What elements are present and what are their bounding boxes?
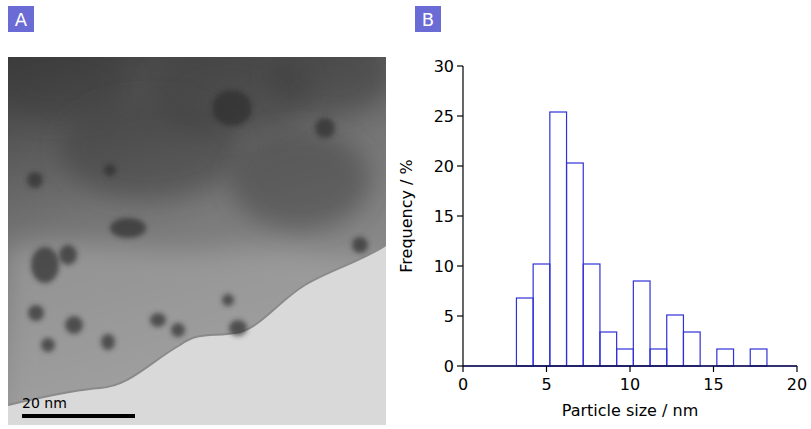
panel-label-box [415, 6, 441, 32]
panel-label: B [422, 9, 434, 30]
nanoparticle [27, 172, 43, 188]
x-tick-label: 10 [620, 375, 640, 394]
shade [60, 100, 240, 200]
hist-bar [617, 349, 634, 366]
vacuum [8, 245, 386, 425]
x-tick [713, 366, 714, 372]
y-tick [457, 315, 463, 316]
nanoparticle [229, 320, 247, 336]
x-tick-label: 15 [703, 375, 723, 394]
hist-bar [516, 298, 533, 366]
nanoparticle [41, 338, 55, 352]
hist-bar [750, 349, 767, 366]
hist-bar [550, 112, 567, 366]
y-tick [457, 365, 463, 366]
nanoparticle [65, 316, 83, 334]
y-tick-label: 25 [434, 107, 454, 126]
nanoparticle [222, 294, 234, 306]
nanoparticle [150, 313, 166, 327]
y-tick-label: 15 [434, 207, 454, 226]
y-tick-label: 10 [434, 257, 454, 276]
y-tick-label: 5 [444, 307, 454, 326]
y-tick-label: 30 [434, 57, 454, 76]
hist-bar [583, 264, 600, 366]
nanoparticle [31, 247, 59, 283]
scale-bar [22, 414, 135, 418]
nanoparticle [212, 90, 252, 126]
x-axis-title: Particle size / nm [562, 401, 699, 420]
y-tick [457, 65, 463, 66]
hist-bar [533, 264, 550, 366]
nanoparticle [315, 118, 335, 138]
panel-label: A [15, 9, 28, 30]
tem-image [8, 57, 386, 425]
y-tick [457, 165, 463, 166]
hist-bar [667, 315, 684, 366]
hist-bar [683, 332, 700, 366]
hist-bar [717, 349, 734, 366]
y-tick [457, 215, 463, 216]
nanoparticle [110, 218, 146, 238]
hist-bar [650, 349, 667, 366]
x-tick-label: 5 [541, 375, 551, 394]
scale-bar-label: 20 nm [22, 395, 67, 411]
x-tick-label: 0 [458, 375, 468, 394]
nanoparticle [171, 323, 185, 337]
panel-label-box [8, 6, 34, 32]
nanoparticle [101, 334, 115, 350]
hist-bar [567, 163, 584, 366]
nanoparticle [28, 305, 44, 321]
x-tick [629, 366, 630, 372]
y-tick [457, 265, 463, 266]
shade [230, 130, 370, 230]
hist-bar [633, 281, 650, 366]
y-tick [457, 115, 463, 116]
nanoparticle [59, 245, 77, 265]
y-tick-label: 0 [444, 357, 454, 376]
x-tick [462, 366, 463, 372]
x-tick-label: 20 [787, 375, 807, 394]
hist-bar [600, 332, 617, 366]
y-tick-label: 20 [434, 157, 454, 176]
bars [463, 112, 797, 366]
x-tick [546, 366, 547, 372]
y-axis-title: Frequency / % [397, 159, 416, 272]
support-edge [8, 245, 386, 405]
shade [270, 57, 386, 115]
support-film [8, 243, 386, 425]
nanoparticle [104, 164, 116, 176]
nanoparticle [352, 237, 368, 253]
x-tick [796, 366, 797, 372]
